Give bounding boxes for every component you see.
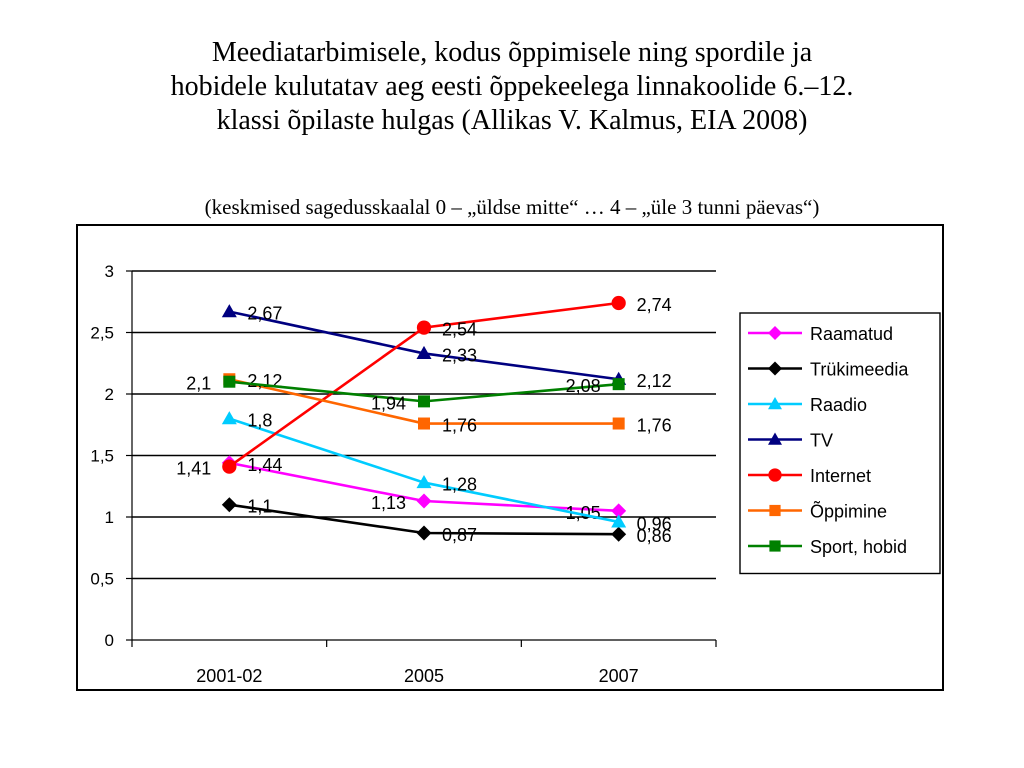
legend-marker [768, 397, 782, 410]
y-tick-label: 2,5 [90, 324, 114, 343]
data-point-marker [416, 493, 432, 509]
legend-marker [769, 540, 781, 552]
legend-item: Sport, hobid [748, 537, 907, 557]
data-label: 1,76 [637, 416, 672, 436]
data-label: 1,05 [566, 503, 601, 523]
data-label: 1,76 [442, 416, 477, 436]
data-label: 0,86 [637, 526, 672, 546]
series-õppimine: 2,12 1,76 1,76 [223, 371, 672, 436]
legend-label: Internet [810, 466, 871, 486]
x-tick-label: 2007 [599, 666, 639, 686]
legend-label: Sport, hobid [810, 537, 907, 557]
data-label: 1,94 [371, 393, 406, 413]
legend-label: TV [810, 431, 833, 451]
series-raadio: 1,8 1,28 0,96 [221, 411, 672, 534]
y-tick-label: 1 [105, 508, 114, 527]
legend-marker [768, 468, 782, 482]
data-point-marker [416, 345, 432, 360]
data-point-marker [221, 497, 237, 513]
legend-item: TV [748, 431, 833, 451]
data-point-marker [611, 503, 627, 519]
data-label: 2,1 [186, 374, 211, 394]
data-label: 2,33 [442, 345, 477, 365]
data-point-marker [611, 526, 627, 542]
series-sport-hobid: 2,1 1,94 2,08 [186, 374, 625, 413]
data-point-marker [612, 417, 625, 430]
data-label: 2,54 [442, 320, 477, 340]
series-internet: 1,41 2,54 2,74 [176, 295, 671, 479]
series-tv: 2,67 2,33 2,12 [221, 304, 672, 391]
data-point-marker [222, 459, 237, 474]
chart-title: Meediatarbimisele, kodus õppimisele ning… [0, 36, 1024, 138]
legend-item: Õppimine [748, 501, 887, 522]
data-label: 2,12 [247, 371, 282, 391]
legend-marker [769, 504, 781, 517]
data-point-marker [221, 411, 237, 425]
x-tick-label: 2005 [404, 666, 444, 686]
data-label: 1,28 [442, 475, 477, 495]
legend-item: Raamatud [748, 324, 893, 344]
legend-label: Raadio [810, 395, 867, 415]
data-point-marker [416, 475, 432, 489]
data-label: 0,87 [442, 525, 477, 545]
data-label: 1,44 [247, 455, 282, 475]
y-tick-label: 0,5 [90, 570, 114, 589]
data-point-marker [221, 304, 237, 318]
y-tick-label: 1,5 [90, 447, 114, 466]
data-point-marker [611, 295, 626, 311]
data-point-marker [418, 417, 430, 430]
legend-marker [768, 326, 782, 340]
data-label: 2,08 [566, 376, 601, 396]
chart-title-line: klassi õpilaste hulgas (Allikas V. Kalmu… [216, 105, 808, 136]
y-tick-label: 0 [105, 631, 114, 650]
data-label: 1,41 [176, 459, 211, 479]
data-label: 1,1 [247, 497, 272, 517]
y-tick-label: 3 [105, 262, 114, 281]
legend-marker [768, 432, 782, 445]
data-point-marker [416, 525, 432, 541]
data-point-marker [612, 378, 625, 391]
legend-item: Trükimeedia [748, 360, 909, 380]
data-label: 1,13 [371, 493, 406, 513]
legend-label: Raamatud [810, 324, 893, 344]
legend-label: Õppimine [810, 501, 887, 522]
legend-item: Raadio [748, 395, 867, 415]
y-tick-label: 2 [105, 385, 114, 404]
data-label: 2,12 [637, 371, 672, 391]
data-label: 2,74 [637, 295, 672, 315]
chart-title-line: Meediatarbimisele, kodus õppimisele ning… [211, 37, 813, 68]
legend-item: Internet [748, 466, 871, 486]
data-point-marker [611, 514, 627, 528]
chart-title-line: hobidele kulutatav aeg eesti õppekeelega… [170, 71, 854, 102]
data-label: 2,67 [247, 304, 282, 324]
data-label: 0,96 [637, 514, 672, 534]
data-point-marker [223, 375, 236, 388]
x-tick-label: 2001-02 [196, 666, 262, 686]
legend-marker [768, 361, 782, 376]
data-point-marker [418, 395, 430, 408]
data-label: 1,8 [247, 411, 272, 431]
legend-label: Trükimeedia [810, 360, 909, 380]
series-trükimeedia: 1,1 0,87 0,86 [221, 497, 672, 546]
data-point-marker [416, 320, 432, 335]
chart-subtitle: (keskmised sagedusskaalal 0 – „üldse mit… [204, 195, 820, 219]
